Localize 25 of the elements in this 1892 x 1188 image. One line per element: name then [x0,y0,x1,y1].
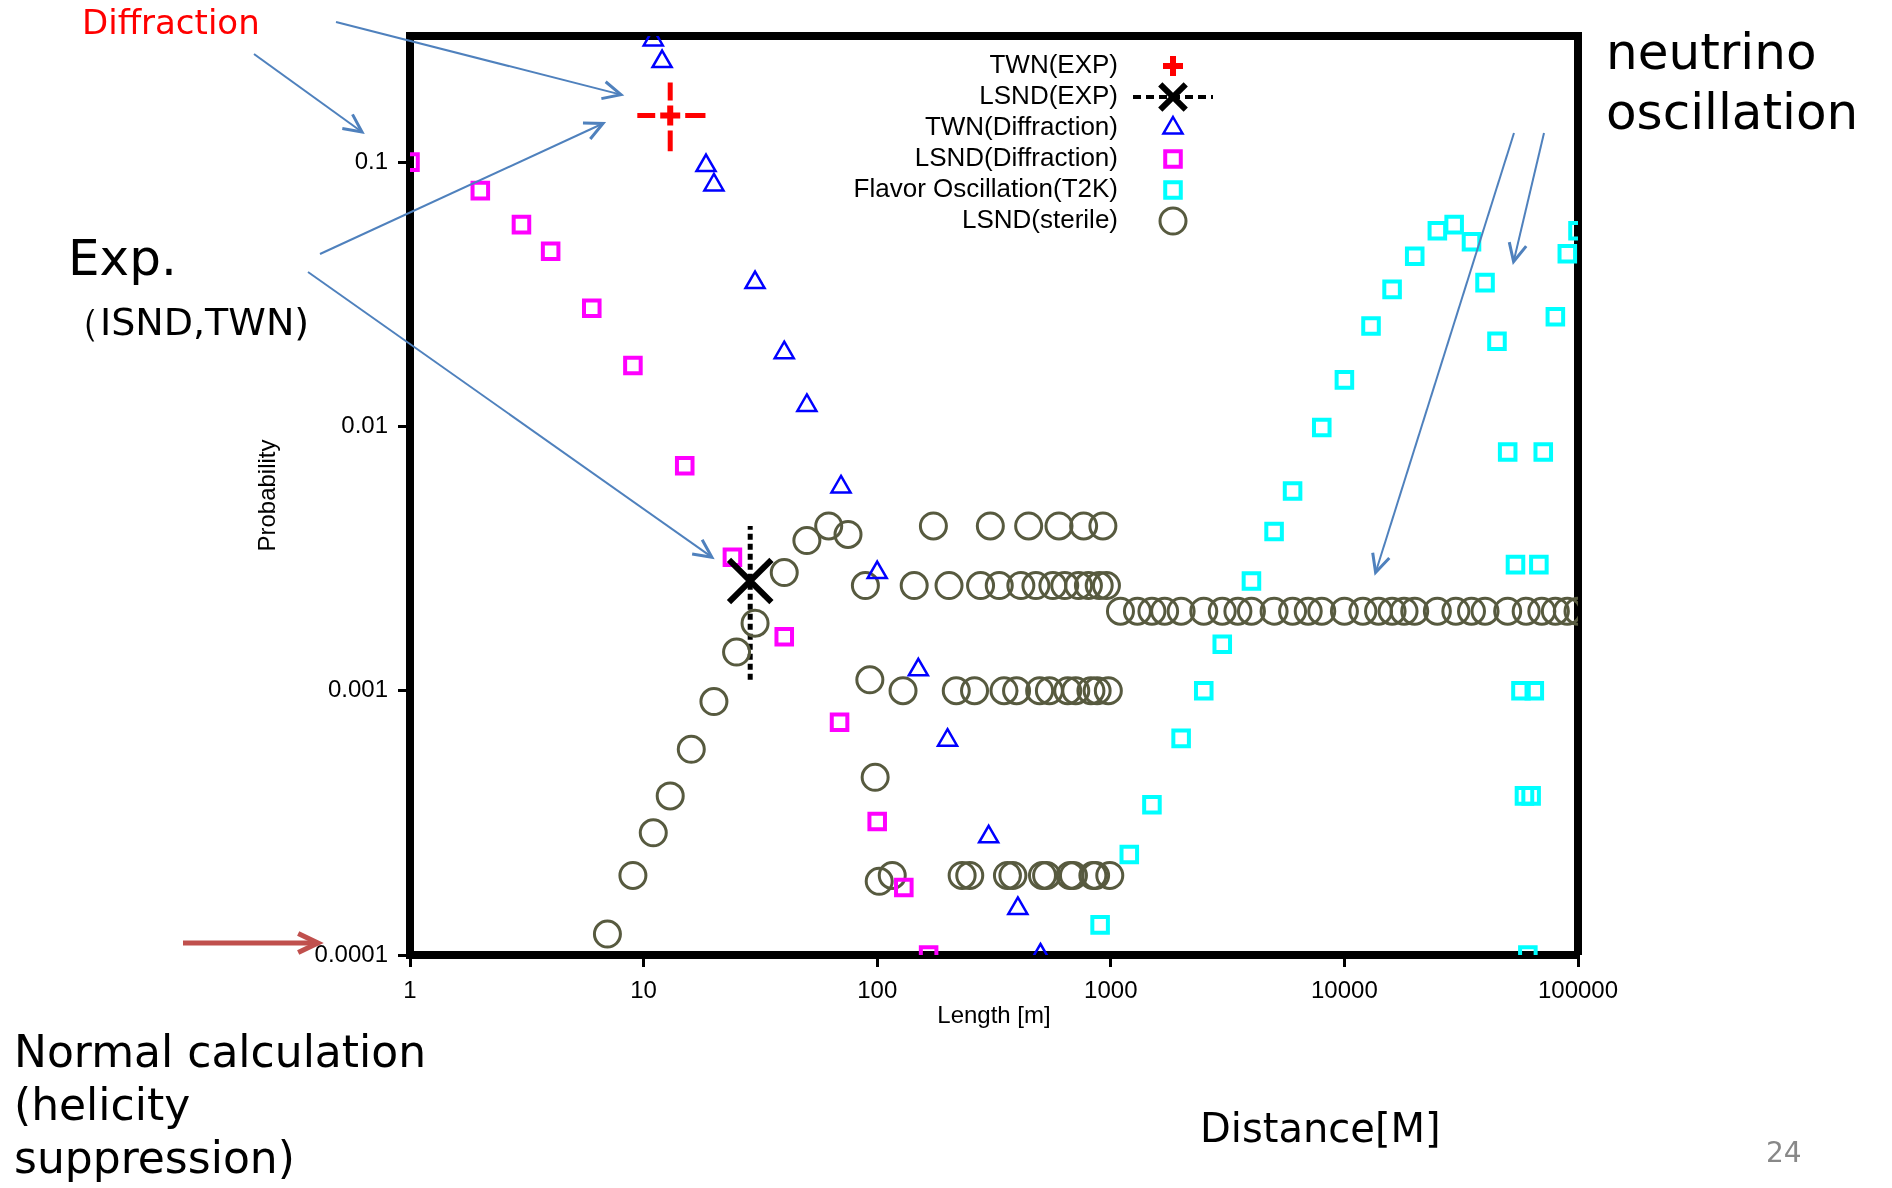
legend-label: Flavor Oscillation(T2K) [853,173,1118,204]
text: Normal calculation (helicity suppression) [14,1026,428,1185]
y-tick-label: 0.0001 [314,939,388,967]
legend-label: TWN(EXP) [989,49,1118,80]
x-tick-label: 10 [630,976,657,1004]
x-tick-label: 10000 [1311,976,1378,1004]
text: Exp. [68,228,178,288]
legend-label: LSND(Diffraction) [914,142,1118,173]
y-axis-title: Probability [253,439,281,552]
y-tick-label: 0.01 [341,411,388,439]
text: Distance[M] [1200,1104,1442,1152]
text: neutrino oscillation [1606,22,1860,142]
y-tick-label: 0.001 [327,675,388,703]
x-tick-label: 100 [857,976,898,1004]
x-axis-title: Length [m] [937,1001,1051,1029]
x-tick-label: 100000 [1537,976,1619,1004]
text: （ISND,TWN) [62,300,311,346]
legend-label: TWN(Diffraction) [924,111,1118,142]
x-tick-label: 1000 [1084,976,1138,1004]
text: Diffraction [82,2,261,43]
y-tick-label: 0.1 [354,146,388,174]
legend-label: LSND(EXP) [979,80,1118,111]
x-tick-label: 1 [403,976,417,1004]
text: 24 [1766,1136,1803,1170]
legend-label: LSND(sterile) [961,204,1118,235]
